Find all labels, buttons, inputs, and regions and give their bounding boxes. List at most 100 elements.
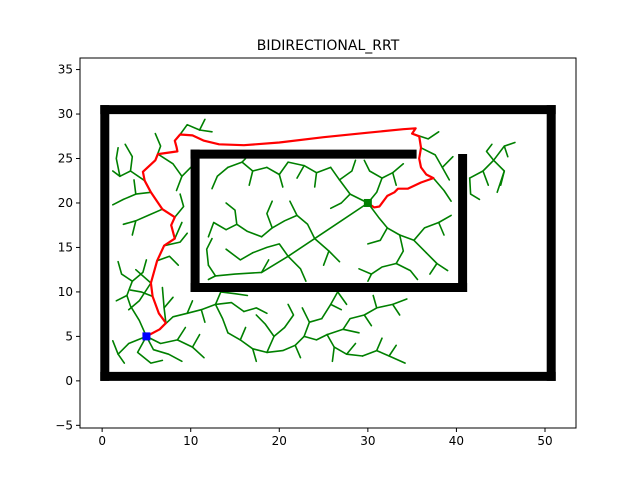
goal-tree-branch-30 [437, 221, 445, 236]
y-tick-label-25: 25 [58, 152, 73, 166]
goal-tree-branch-12 [289, 200, 316, 240]
start-tree-branch-22 [156, 255, 180, 267]
goal-tree-branch-16 [225, 202, 238, 226]
start-tree-branch-36 [179, 123, 213, 136]
goal-tree-branch-46 [496, 170, 506, 194]
goal-tree-branch-4 [296, 164, 332, 179]
goal-tree-branch-44 [482, 170, 490, 186]
goal-tree-branch-7 [278, 173, 284, 188]
goal-tree-branch-25 [207, 275, 217, 281]
goal-tree-branch-38 [391, 171, 398, 186]
goal-tree-branch-1 [329, 166, 369, 204]
start-tree-branch-31 [124, 143, 134, 172]
goal-tree-branch-42 [432, 177, 452, 202]
start-tree-branch-60 [391, 303, 401, 316]
goal-tree-branch-20 [260, 259, 270, 274]
y-tick-label-30: 30 [58, 107, 73, 121]
goal-tree-branch-14 [266, 200, 274, 229]
start-tree-branch-4 [117, 335, 148, 364]
start-tree-branch-12 [186, 299, 194, 315]
y-tick-label-20: 20 [58, 196, 73, 210]
start-tree-branch-5 [112, 339, 119, 356]
x-axis: 0 10 20 30 40 50 [98, 428, 553, 448]
x-tick-label-40: 40 [449, 434, 464, 448]
x-tick-label-20: 20 [272, 434, 287, 448]
start-tree-branch-26 [122, 208, 164, 226]
goal-tree-branch-22 [313, 237, 341, 263]
goal-tree-branch-32 [429, 262, 438, 275]
start-tree-branch-50 [326, 333, 364, 357]
solution-path [141, 127, 435, 338]
start-marker [142, 332, 151, 341]
goal-tree-branch-23 [322, 250, 330, 267]
start-tree-branch-16 [227, 331, 268, 354]
start-tree-branch-55 [388, 344, 398, 357]
start-tree-branch-14 [214, 303, 229, 334]
goal-tree-branch-43 [468, 141, 516, 179]
start-tree-branch-58 [363, 314, 373, 327]
goal-tree-branch-0 [207, 202, 369, 277]
start-tree-branch-57 [342, 298, 408, 331]
start-tree-branch-37 [198, 118, 206, 131]
plot-area [100, 105, 556, 381]
start-tree-branch-38 [127, 282, 152, 311]
y-tick-label--5: −5 [55, 418, 73, 432]
start-tree-branch-23 [163, 232, 188, 247]
y-tick-label-15: 15 [58, 240, 73, 254]
start-tree-branch-18 [251, 347, 258, 363]
plot-frame [79, 57, 577, 429]
x-tick-label-30: 30 [360, 434, 375, 448]
goal-tree-branch-13 [260, 214, 298, 238]
start-tree-branch-28 [112, 191, 152, 206]
goal-tree-branch-45 [492, 159, 506, 186]
start-tree-branch-47 [320, 291, 339, 320]
start-tree-branch-59 [372, 294, 378, 309]
start-tree-branch-32 [115, 147, 121, 178]
start-tree-branch-29 [133, 179, 137, 195]
goal-tree-branch-39 [420, 147, 451, 181]
start-tree-branch-27 [131, 220, 137, 236]
start-tree-branch-10 [176, 326, 187, 341]
start-tree-branch-48 [329, 303, 343, 311]
chart-title: BIDIRECTIONAL_RRT [257, 38, 400, 54]
start-tree-branch-52 [345, 342, 357, 356]
goal-tree-branch-33 [358, 262, 398, 275]
start-tree-branch-63 [283, 303, 295, 329]
start-tree-branch-3 [115, 294, 128, 302]
goal-tree-branch-49 [503, 145, 509, 158]
start-tree-branch-1 [117, 260, 134, 283]
goal-tree-branch-31 [425, 252, 449, 272]
start-tree-branch-9 [191, 333, 201, 348]
goal-tree-branch-8 [227, 161, 268, 172]
goal-tree-branch-9 [248, 170, 254, 186]
goal-tree-branch-11 [241, 157, 247, 163]
goal-tree-branch-21 [287, 255, 307, 283]
start-tree-branch-44 [303, 333, 328, 341]
start-tree-branch-17 [239, 326, 247, 341]
goal-tree-branch-15 [225, 223, 263, 238]
start-tree-branch-13 [200, 308, 206, 324]
x-tick-label-10: 10 [183, 434, 198, 448]
start-tree-branch-24 [174, 221, 183, 240]
goal-tree-branch-37 [363, 159, 383, 179]
start-tree-branch-53 [361, 349, 406, 364]
start-tree-branch-51 [331, 346, 336, 363]
x-tick-label-0: 0 [98, 434, 106, 448]
start-tree-branch-35 [181, 166, 192, 178]
start-tree-branch-54 [375, 337, 383, 352]
start-tree-branch-39 [161, 286, 165, 309]
start-tree-branch-43 [294, 344, 302, 359]
start-tree-branch-46 [301, 307, 311, 324]
start-tree-branch-7 [145, 335, 183, 363]
goal-tree-branch-6 [266, 161, 305, 176]
start-tree-branch-45 [303, 317, 323, 338]
goal-tree-branch-34 [367, 273, 373, 283]
start-tree-branch-40 [214, 291, 249, 306]
start-tree-branch-34 [157, 153, 183, 192]
goal-tree-branch-24 [205, 237, 213, 267]
goal-marker [363, 198, 372, 207]
start-tree-branch-15 [214, 301, 245, 313]
y-tick-label-0: 0 [65, 374, 73, 388]
goal-tree-branch-17 [207, 221, 227, 238]
